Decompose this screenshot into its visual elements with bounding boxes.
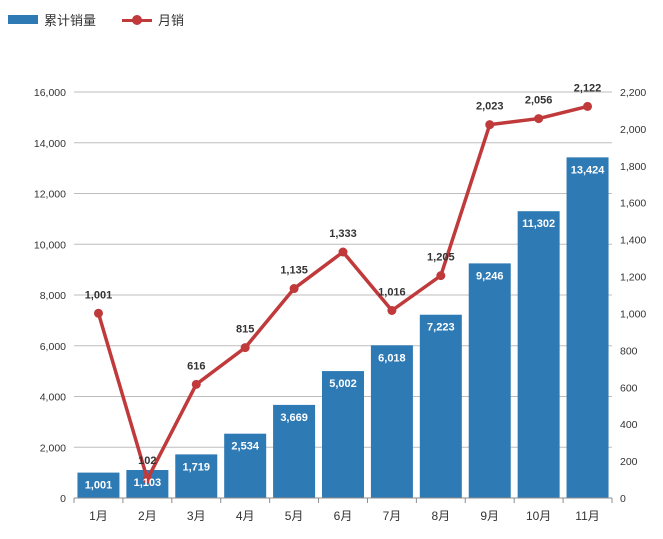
legend-swatch-bar xyxy=(8,15,38,24)
bar-value-label: 11,302 xyxy=(522,218,555,230)
bar-value-label: 1,103 xyxy=(134,477,162,489)
y-left-tick-label: 2,000 xyxy=(40,442,66,454)
y-right-tick-label: 1,000 xyxy=(620,308,646,320)
bar-cumulative xyxy=(175,454,218,498)
bar-cumulative xyxy=(273,404,316,498)
y-right-tick-label: 2,200 xyxy=(620,87,646,99)
y-right-tick-label: 1,800 xyxy=(620,161,646,173)
bar-value-label: 9,246 xyxy=(476,270,504,282)
bar-cumulative xyxy=(224,433,267,498)
line-value-label: 2,023 xyxy=(476,101,504,113)
line-point-monthly xyxy=(387,306,397,316)
line-point-monthly xyxy=(240,343,250,353)
y-right-tick-label: 200 xyxy=(620,456,638,468)
y-left-tick-label: 12,000 xyxy=(34,189,66,201)
y-right-tick-label: 800 xyxy=(620,345,638,357)
y-right-tick-label: 0 xyxy=(620,493,626,505)
x-tick-label: 1月 xyxy=(89,509,108,523)
y-right-tick-label: 2,000 xyxy=(620,124,646,136)
bar-cumulative xyxy=(77,472,120,498)
line-point-monthly xyxy=(583,101,593,111)
legend-item-cumulative: 累计销量 xyxy=(8,10,96,29)
bar-cumulative xyxy=(370,345,413,498)
x-tick-label: 2月 xyxy=(138,509,157,523)
bar-value-label: 13,424 xyxy=(571,164,606,176)
line-value-label: 102 xyxy=(138,455,156,467)
bar-value-label: 2,534 xyxy=(231,441,259,453)
line-value-label: 1,205 xyxy=(427,252,455,264)
x-tick-label: 8月 xyxy=(431,509,450,523)
line-point-monthly xyxy=(436,271,446,281)
line-value-label: 1,001 xyxy=(85,289,113,301)
bar-cumulative xyxy=(322,371,364,498)
y-left-tick-label: 8,000 xyxy=(40,290,66,302)
bar-value-label: 6,018 xyxy=(378,352,406,364)
x-tick-label: 10月 xyxy=(526,509,551,523)
y-left-tick-label: 14,000 xyxy=(34,138,66,150)
line-value-label: 2,122 xyxy=(574,82,602,94)
bar-cumulative xyxy=(517,211,560,499)
y-right-tick-label: 1,600 xyxy=(620,198,646,210)
bar-value-label: 7,223 xyxy=(427,322,455,334)
line-value-label: 1,333 xyxy=(329,228,357,240)
legend-label-monthly: 月销 xyxy=(158,13,185,28)
x-tick-label: 4月 xyxy=(236,509,255,523)
x-tick-label: 3月 xyxy=(187,509,206,523)
line-point-monthly xyxy=(289,284,299,294)
line-value-label: 616 xyxy=(187,360,205,372)
x-tick-label: 9月 xyxy=(480,509,499,523)
bar-value-label: 5,002 xyxy=(329,378,357,390)
line-point-monthly xyxy=(93,308,103,318)
bar-value-label: 3,669 xyxy=(280,412,308,424)
y-right-tick-label: 1,400 xyxy=(620,235,646,247)
x-tick-label: 5月 xyxy=(285,509,304,523)
x-tick-label: 6月 xyxy=(334,509,353,523)
y-left-tick-label: 6,000 xyxy=(40,341,66,353)
x-tick-label: 11月 xyxy=(575,509,599,523)
bar-value-label: 1,001 xyxy=(85,480,113,492)
chart-legend: 累计销量 月销 xyxy=(8,10,210,29)
line-value-label: 2,056 xyxy=(525,95,553,107)
line-point-monthly xyxy=(485,120,495,130)
x-tick-label: 7月 xyxy=(383,509,402,523)
bar-value-label: 1,719 xyxy=(183,461,211,473)
bar-cumulative xyxy=(566,157,609,498)
y-left-tick-label: 0 xyxy=(60,493,66,505)
y-left-tick-label: 4,000 xyxy=(40,392,66,404)
legend-swatch-line xyxy=(122,14,153,26)
y-right-tick-label: 600 xyxy=(620,382,638,394)
line-value-label: 815 xyxy=(236,324,254,336)
line-point-monthly xyxy=(142,474,152,484)
y-left-tick-label: 16,000 xyxy=(34,87,66,99)
y-left-tick-label: 10,000 xyxy=(34,239,66,251)
line-point-monthly xyxy=(534,114,544,124)
legend-item-monthly: 月销 xyxy=(122,10,184,29)
legend-label-cumulative: 累计销量 xyxy=(44,13,97,28)
line-value-label: 1,016 xyxy=(378,287,406,299)
y-right-tick-label: 400 xyxy=(620,419,638,431)
line-value-label: 1,135 xyxy=(280,265,308,277)
line-point-monthly xyxy=(191,379,201,389)
line-point-monthly xyxy=(338,247,348,257)
bar-cumulative xyxy=(419,314,462,498)
bar-cumulative xyxy=(468,263,511,498)
y-right-tick-label: 1,200 xyxy=(620,272,646,284)
